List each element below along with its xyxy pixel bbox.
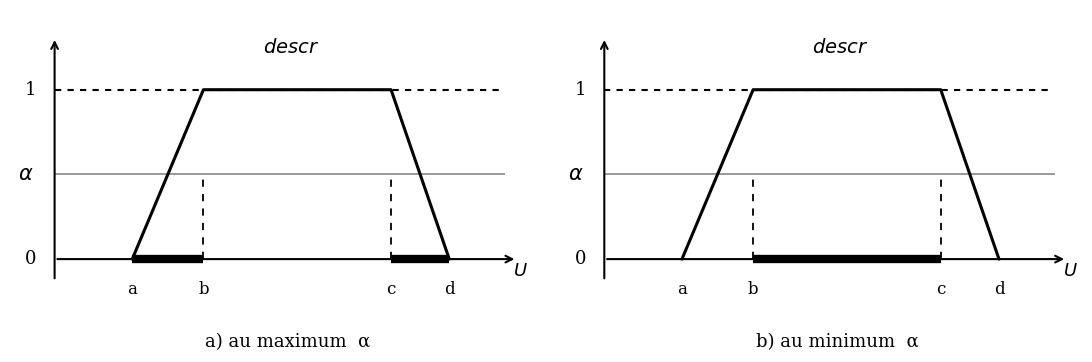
Text: $\alpha$: $\alpha$ xyxy=(19,164,34,184)
Text: $\mathit{U}$: $\mathit{U}$ xyxy=(513,262,527,280)
Text: d: d xyxy=(994,281,1005,298)
Text: 1: 1 xyxy=(25,81,36,99)
Text: b: b xyxy=(748,281,759,298)
Text: $\mathit{U}$: $\mathit{U}$ xyxy=(1063,262,1078,280)
Text: 1: 1 xyxy=(574,81,586,99)
Text: a: a xyxy=(128,281,138,298)
Text: 0: 0 xyxy=(574,250,586,268)
Text: $\alpha$: $\alpha$ xyxy=(568,164,583,184)
Text: b: b xyxy=(198,281,209,298)
Text: a) au maximum  α: a) au maximum α xyxy=(205,333,370,351)
Text: $\mathit{descr}$: $\mathit{descr}$ xyxy=(262,38,319,57)
Text: 0: 0 xyxy=(25,250,36,268)
Text: d: d xyxy=(444,281,454,298)
Text: a: a xyxy=(677,281,687,298)
Text: c: c xyxy=(936,281,946,298)
Text: $\mathit{descr}$: $\mathit{descr}$ xyxy=(812,38,868,57)
Text: c: c xyxy=(387,281,395,298)
Text: b) au minimum  α: b) au minimum α xyxy=(756,333,918,351)
